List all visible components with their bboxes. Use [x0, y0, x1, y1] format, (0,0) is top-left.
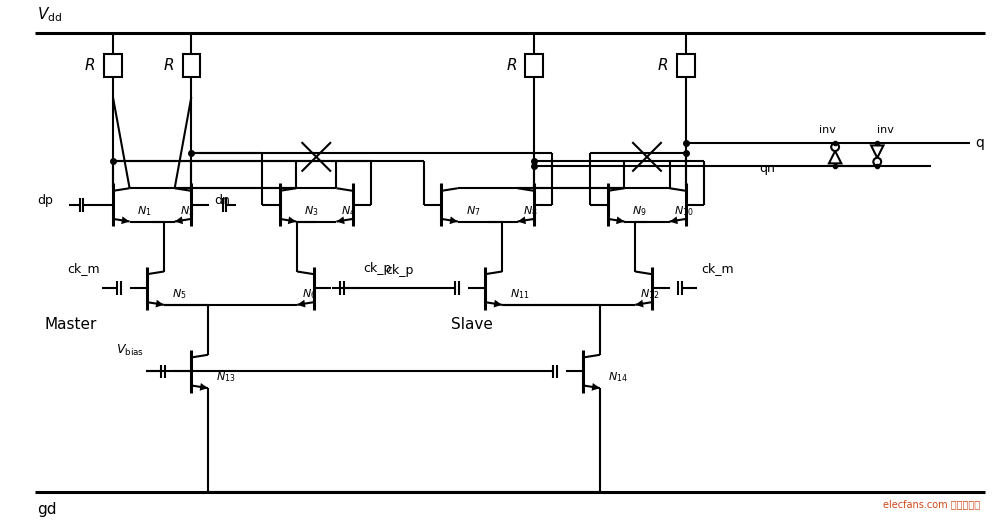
Polygon shape — [494, 300, 502, 307]
Text: inv: inv — [819, 125, 836, 135]
Polygon shape — [175, 216, 183, 224]
Polygon shape — [871, 146, 883, 158]
Polygon shape — [336, 216, 345, 224]
Polygon shape — [518, 216, 526, 224]
Text: $N_9$: $N_9$ — [632, 204, 647, 218]
Text: $R$: $R$ — [506, 57, 517, 73]
Polygon shape — [616, 216, 624, 224]
Text: $N_3$: $N_3$ — [304, 204, 319, 218]
Text: $N_{12}$: $N_{12}$ — [640, 287, 660, 301]
Polygon shape — [670, 216, 678, 224]
Text: $N_{13}$: $N_{13}$ — [216, 370, 235, 384]
Text: Slave: Slave — [451, 317, 493, 332]
Text: ck_p: ck_p — [385, 264, 414, 277]
Polygon shape — [288, 216, 296, 224]
Text: $V_{\rm bias}$: $V_{\rm bias}$ — [116, 343, 144, 358]
Text: qn: qn — [760, 162, 776, 175]
Polygon shape — [829, 151, 841, 163]
Text: Master: Master — [44, 317, 97, 332]
Polygon shape — [592, 383, 600, 391]
Polygon shape — [156, 300, 164, 307]
Text: $N_7$: $N_7$ — [466, 204, 480, 218]
Bar — [525, 54, 543, 77]
Text: $R$: $R$ — [163, 57, 174, 73]
Text: $N_{14}$: $N_{14}$ — [608, 370, 628, 384]
Bar — [104, 54, 122, 77]
Circle shape — [831, 143, 839, 151]
Text: $N_2$: $N_2$ — [180, 204, 194, 218]
Text: $N_6$: $N_6$ — [302, 287, 317, 301]
Text: $N_4$: $N_4$ — [341, 204, 356, 218]
Text: elecfans.com 电子爱好者: elecfans.com 电子爱好者 — [883, 500, 980, 510]
Text: $N_{10}$: $N_{10}$ — [674, 204, 694, 218]
Text: gd: gd — [37, 502, 57, 517]
Text: $R$: $R$ — [657, 57, 669, 73]
Bar — [677, 54, 695, 77]
Polygon shape — [450, 216, 458, 224]
Text: dp: dp — [37, 194, 53, 207]
Text: ck_m: ck_m — [68, 263, 100, 276]
Polygon shape — [635, 300, 644, 307]
Text: $N_5$: $N_5$ — [172, 287, 186, 301]
Polygon shape — [297, 300, 306, 307]
Polygon shape — [121, 216, 130, 224]
Text: ck_p: ck_p — [363, 263, 391, 276]
Text: $R$: $R$ — [84, 57, 95, 73]
Text: q: q — [975, 136, 984, 150]
Bar — [183, 54, 200, 77]
Text: ck_m: ck_m — [701, 263, 734, 276]
Text: dn: dn — [214, 194, 230, 207]
Text: $N_1$: $N_1$ — [137, 204, 152, 218]
Polygon shape — [200, 383, 208, 391]
Text: inv: inv — [877, 125, 894, 135]
Circle shape — [873, 158, 881, 166]
Text: $V_{\rm dd}$: $V_{\rm dd}$ — [37, 5, 63, 23]
Text: $N_8$: $N_8$ — [523, 204, 537, 218]
Text: $N_{11}$: $N_{11}$ — [510, 287, 529, 301]
